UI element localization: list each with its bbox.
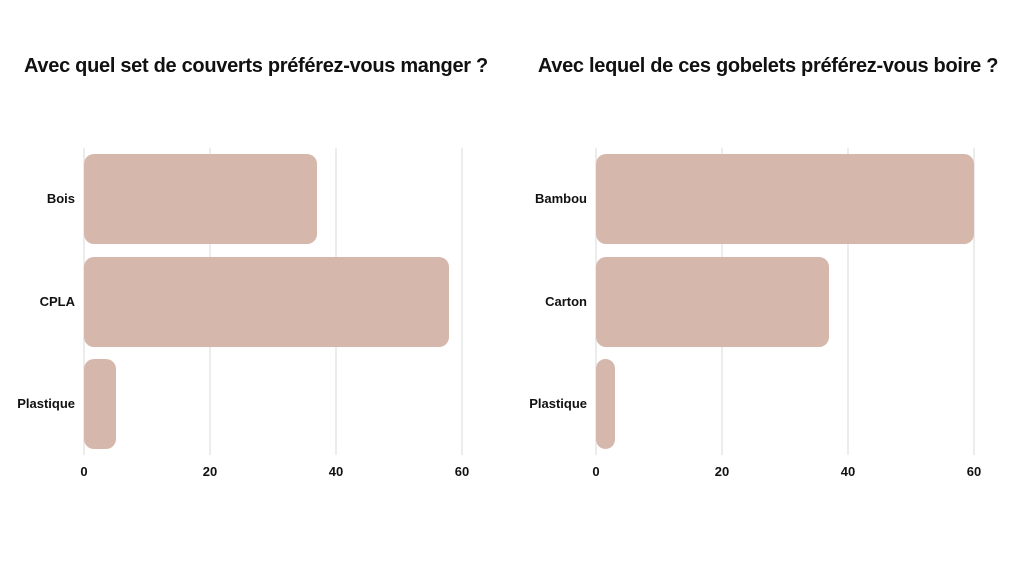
chart-title-gobelets: Avec lequel de ces gobelets préférez-vou…: [537, 55, 999, 77]
bar-carton: [596, 256, 830, 347]
category-label-plastique: Plastique: [529, 395, 587, 411]
gridline-x-40: [847, 148, 849, 455]
x-tick-label-60: 60: [454, 464, 470, 479]
bar-bois: [84, 154, 318, 245]
x-tick-label-40: 40: [840, 464, 856, 479]
x-tick-label-20: 20: [202, 464, 218, 479]
category-label-bois: Bois: [46, 191, 75, 207]
x-tick-label-20: 20: [714, 464, 730, 479]
category-label-plastique: Plastique: [17, 395, 75, 411]
bar-plastique: [596, 358, 615, 449]
chart-gobelets: Avec lequel de ces gobelets préférez-vou…: [512, 0, 1024, 576]
gridline-x-60: [461, 148, 463, 455]
gridline-x-60: [973, 148, 975, 455]
category-label-bambou: Bambou: [535, 191, 587, 207]
x-tick-label-0: 0: [592, 464, 600, 479]
chart-title-couverts: Avec quel set de couverts préférez-vous …: [24, 55, 488, 77]
plot-area-gobelets: [595, 148, 988, 455]
bar-cpla: [84, 256, 450, 347]
bar-plastique: [84, 358, 116, 449]
bar-bambou: [596, 154, 974, 245]
x-tick-label-0: 0: [80, 464, 88, 479]
category-label-cpla: CPLA: [39, 293, 75, 309]
plot-area-couverts: [83, 148, 476, 455]
x-tick-label-60: 60: [966, 464, 982, 479]
chart-couverts: Avec quel set de couverts préférez-vous …: [17, 55, 488, 479]
x-tick-label-40: 40: [328, 464, 344, 479]
category-label-carton: Carton: [545, 293, 587, 309]
